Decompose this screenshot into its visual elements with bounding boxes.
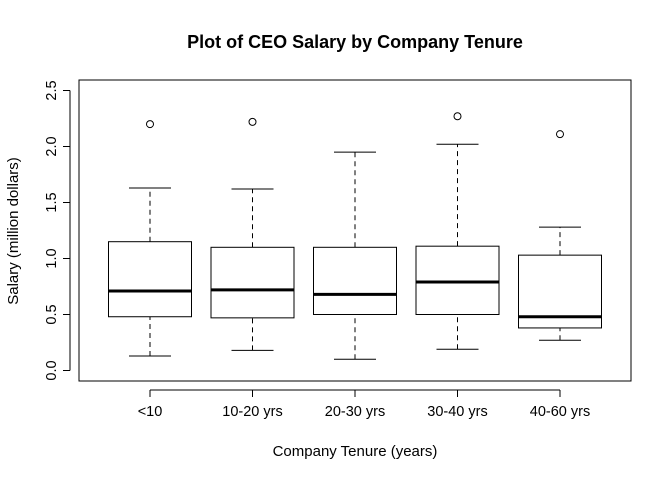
iqr-box bbox=[108, 241, 192, 318]
y-tick-label: 2.0 bbox=[44, 136, 60, 156]
plot-frame bbox=[78, 79, 632, 382]
box-1 bbox=[108, 120, 192, 357]
outlier-point bbox=[556, 130, 564, 139]
box-4 bbox=[415, 112, 500, 350]
chart-title: Plot of CEO Salary by Company Tenure bbox=[187, 32, 523, 52]
y-tick-label: 2.5 bbox=[44, 80, 60, 100]
iqr-box bbox=[313, 246, 397, 315]
outlier-point bbox=[248, 117, 257, 126]
box-5 bbox=[518, 130, 602, 341]
y-tick-label: 0.5 bbox=[44, 304, 60, 324]
y-axis-label: Salary (million dollars) bbox=[5, 157, 22, 305]
x-tick-label: 40-60 yrs bbox=[530, 404, 590, 420]
x-axis-label: Company Tenure (years) bbox=[273, 443, 438, 460]
box-3 bbox=[313, 151, 397, 360]
box-series bbox=[108, 112, 602, 360]
y-tick-label: 0.0 bbox=[44, 360, 60, 380]
y-tick-label: 1.0 bbox=[44, 248, 60, 268]
y-axis: 0.0 0.5 1.0 1.5 2.0 2.5 bbox=[44, 80, 71, 381]
y-tick-label: 1.5 bbox=[44, 192, 60, 212]
box-2 bbox=[210, 117, 295, 351]
outlier-point bbox=[453, 112, 462, 121]
iqr-box bbox=[415, 245, 500, 315]
x-tick-label: 10-20 yrs bbox=[222, 404, 282, 420]
x-tick-label: 30-40 yrs bbox=[427, 404, 487, 420]
x-tick-label: 20-30 yrs bbox=[325, 404, 385, 420]
outlier-point bbox=[146, 120, 154, 129]
x-axis: <10 10-20 yrs 20-30 yrs 30-40 yrs 40-60 yrs bbox=[138, 389, 590, 420]
iqr-box bbox=[210, 246, 295, 319]
iqr-box bbox=[518, 254, 602, 329]
x-tick-label: <10 bbox=[138, 404, 163, 420]
